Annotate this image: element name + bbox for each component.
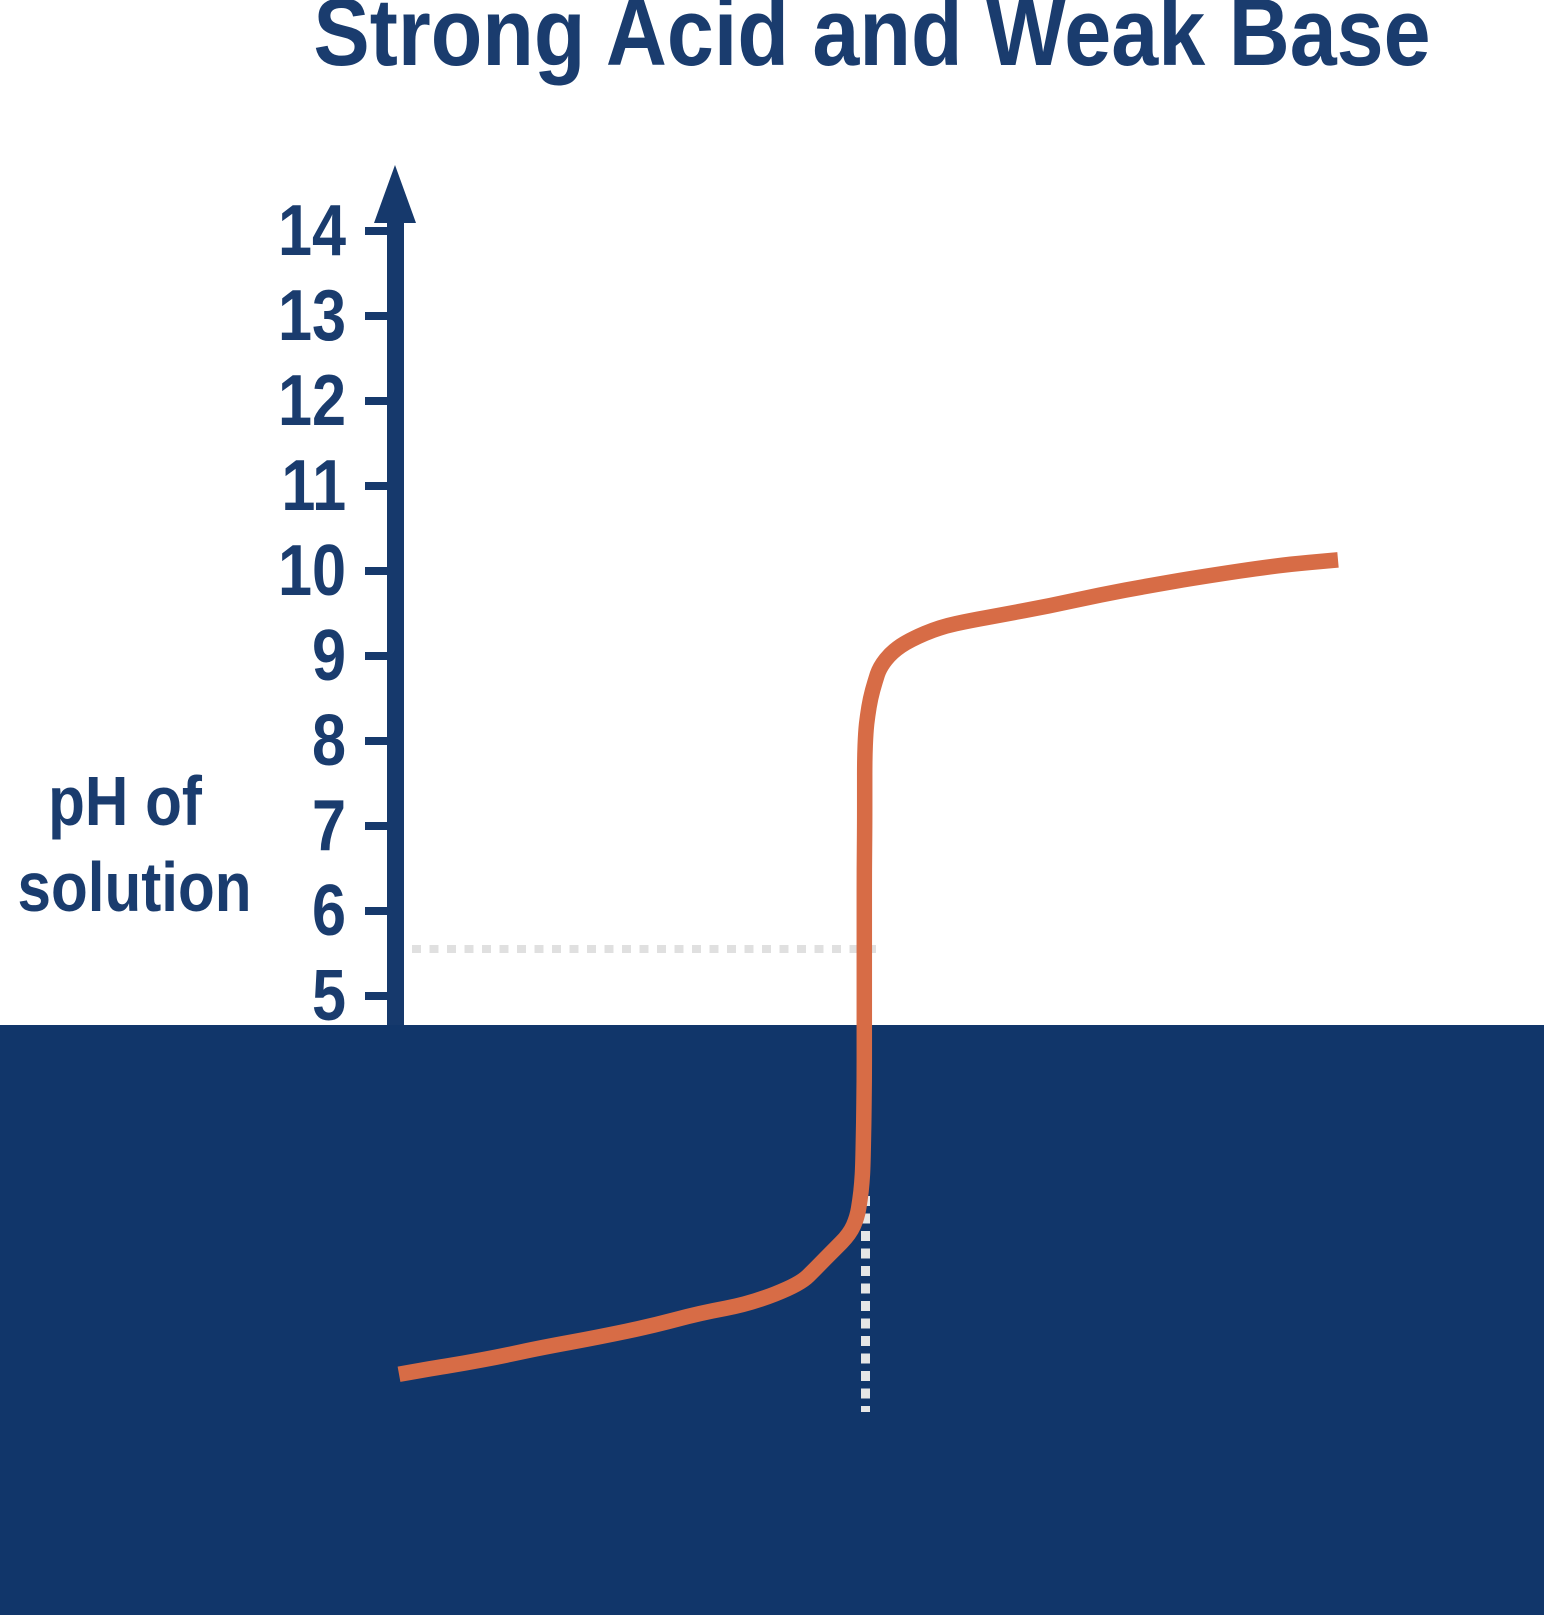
- y-axis-tick-label: 9: [311, 616, 346, 696]
- y-axis-line: [387, 214, 404, 1025]
- y-axis-tick: [365, 227, 388, 235]
- y-axis-tick: [365, 907, 388, 915]
- y-axis-tick-label: 14: [277, 191, 346, 271]
- y-axis-tick: [365, 822, 388, 830]
- y-axis-tick: [365, 312, 388, 320]
- y-axis-tick: [365, 397, 388, 405]
- y-axis-tick: [365, 737, 388, 745]
- equivalence-volume-dotted-line: [861, 1196, 870, 1412]
- y-axis-tick-label: 13: [277, 276, 346, 356]
- y-axis-tick-label: 7: [311, 786, 346, 866]
- y-axis-tick: [365, 482, 388, 490]
- y-axis-tick: [365, 567, 388, 575]
- y-axis-tick-label: 10: [277, 531, 346, 611]
- equivalence-ph-dotted-line: [412, 945, 880, 953]
- y-axis-tick-label: 6: [311, 871, 346, 951]
- chart-title: Strong Acid and Weak Base: [313, 0, 1431, 86]
- y-axis-tick-label: 5: [311, 956, 346, 1036]
- y-axis-label-line2: solution: [17, 848, 252, 926]
- y-axis-tick-label: 8: [311, 701, 346, 781]
- y-axis-tick-label: 12: [277, 361, 346, 441]
- y-axis-label-line1: pH of: [48, 762, 202, 840]
- y-axis-tick: [365, 992, 388, 1000]
- y-axis-arrow-icon: [374, 165, 416, 223]
- y-axis-tick-label: 11: [281, 446, 346, 526]
- y-axis-label: pH of solution: [17, 758, 252, 930]
- y-axis-tick: [365, 652, 388, 660]
- navy-background-block: [0, 1025, 1544, 1615]
